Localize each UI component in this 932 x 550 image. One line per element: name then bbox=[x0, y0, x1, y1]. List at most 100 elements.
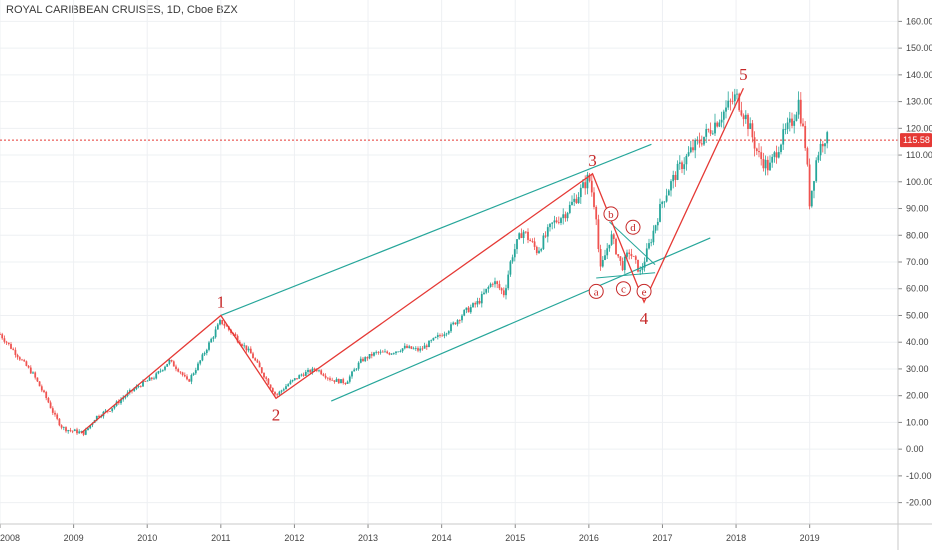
candle-body bbox=[802, 123, 804, 126]
candle-body bbox=[540, 249, 543, 251]
candle-body bbox=[16, 354, 19, 358]
candle-body bbox=[483, 292, 485, 295]
wave-label: 5 bbox=[739, 65, 748, 84]
candle-body bbox=[562, 214, 565, 219]
candle-body bbox=[527, 231, 529, 240]
candle-body bbox=[747, 114, 749, 129]
sub-wave-circle bbox=[603, 206, 619, 222]
candle-body bbox=[197, 363, 199, 371]
candle-body bbox=[320, 370, 323, 375]
candle-body bbox=[21, 359, 23, 361]
candle-body bbox=[373, 352, 375, 356]
candle-body bbox=[700, 143, 703, 145]
candle-body bbox=[399, 351, 402, 352]
candle-body bbox=[456, 320, 459, 325]
candle-body bbox=[610, 234, 613, 245]
candle-body bbox=[40, 386, 43, 391]
candle-body bbox=[302, 374, 305, 376]
candle-body bbox=[439, 335, 441, 336]
candle-body bbox=[729, 100, 732, 102]
candle-body bbox=[362, 358, 364, 362]
candle-body bbox=[749, 123, 752, 129]
candle-body bbox=[733, 94, 736, 102]
candle-body bbox=[485, 288, 488, 293]
candle-body bbox=[346, 381, 349, 384]
candle-body bbox=[366, 357, 369, 359]
candle-body bbox=[663, 201, 666, 203]
candle-body bbox=[511, 257, 514, 262]
candle-body bbox=[32, 372, 34, 374]
candle-body bbox=[645, 248, 648, 262]
candle-body bbox=[659, 204, 661, 222]
candle-body bbox=[821, 143, 824, 147]
candle-body bbox=[188, 379, 191, 382]
y-tick-label: 140.00 bbox=[906, 70, 932, 80]
candle-body bbox=[639, 270, 642, 272]
y-tick-label: 160.00 bbox=[906, 16, 932, 26]
candle-body bbox=[247, 348, 250, 351]
candle-body bbox=[212, 337, 215, 339]
candle-body bbox=[225, 325, 228, 327]
y-tick-label: 20.00 bbox=[906, 391, 929, 401]
candle-body bbox=[769, 162, 771, 171]
candle-body bbox=[309, 369, 312, 373]
sub-wave-label: d bbox=[630, 222, 636, 234]
candle-body bbox=[535, 246, 538, 254]
candle-body bbox=[201, 354, 204, 361]
candle-body bbox=[626, 252, 628, 257]
triangle-line bbox=[596, 272, 656, 279]
candle-body bbox=[82, 431, 85, 435]
candle-body bbox=[49, 402, 52, 409]
candle-body bbox=[665, 195, 668, 202]
candle-body bbox=[755, 148, 758, 152]
candle-body bbox=[51, 408, 54, 413]
candle-body bbox=[670, 181, 672, 191]
candle-body bbox=[43, 390, 45, 392]
candle-body bbox=[615, 238, 617, 255]
candle-body bbox=[69, 430, 72, 431]
candle-body bbox=[436, 335, 439, 337]
candle-body bbox=[331, 379, 334, 381]
x-tick-label: 2018 bbox=[726, 533, 746, 543]
candle-body bbox=[34, 372, 37, 378]
candle-body bbox=[241, 344, 243, 347]
candle-body bbox=[179, 371, 182, 373]
candle-body bbox=[329, 378, 331, 380]
last-price-tag bbox=[900, 133, 932, 148]
candle-body bbox=[467, 307, 470, 313]
wave-label: 4 bbox=[640, 309, 649, 328]
candle-body bbox=[513, 249, 516, 258]
y-tick-label: 80.00 bbox=[906, 230, 929, 240]
candle-body bbox=[172, 361, 175, 367]
candle-body bbox=[1, 334, 4, 339]
candle-body bbox=[566, 212, 569, 219]
candle-body bbox=[274, 391, 276, 395]
candle-body bbox=[324, 375, 327, 378]
candle-body bbox=[58, 418, 61, 426]
candle-body bbox=[707, 129, 710, 131]
candle-body bbox=[736, 93, 738, 95]
candle-body bbox=[192, 373, 195, 376]
candle-body bbox=[205, 349, 208, 354]
candle-body bbox=[153, 378, 155, 380]
candle-body bbox=[705, 129, 708, 137]
candle-body bbox=[423, 345, 426, 349]
candle-body bbox=[722, 111, 725, 120]
candle-body bbox=[379, 351, 382, 353]
candle-body bbox=[285, 386, 287, 390]
sub-wave-label: a bbox=[594, 286, 599, 298]
candle-body bbox=[368, 354, 371, 359]
candle-body bbox=[612, 234, 615, 239]
sub-wave-circle bbox=[588, 283, 604, 299]
candle-body bbox=[782, 129, 785, 145]
candle-body bbox=[287, 384, 290, 387]
candle-body bbox=[155, 373, 158, 379]
candle-body bbox=[577, 197, 580, 204]
candle-body bbox=[588, 174, 591, 181]
candle-body bbox=[318, 370, 320, 372]
wave-label: 3 bbox=[588, 151, 597, 170]
y-tick-label: -20.00 bbox=[906, 498, 932, 508]
